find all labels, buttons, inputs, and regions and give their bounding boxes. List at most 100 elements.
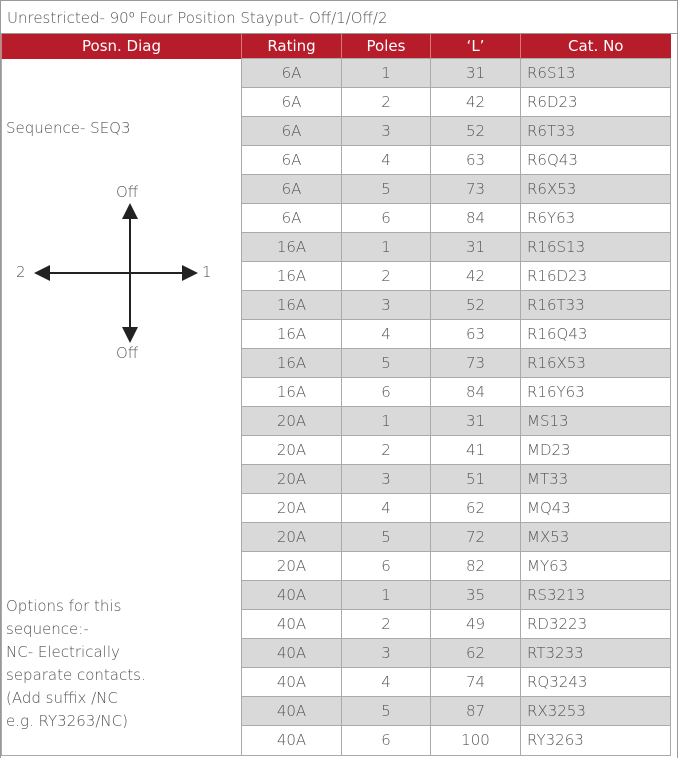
row: 40A 4 74 RQ3243 — [2, 667, 671, 698]
cell: 6A — [241, 203, 342, 234]
sequence-label: Sequence- SEQ3 — [6, 118, 131, 137]
cell: 73 — [430, 174, 521, 205]
cell: MD23 — [520, 435, 671, 466]
row: 6A 6 84 R6Y63 — [2, 203, 671, 234]
cell: 6 — [341, 725, 431, 756]
cell: 40A — [241, 696, 342, 727]
cell: 20A — [241, 406, 342, 437]
cell: 16A — [241, 319, 342, 350]
label-bottom: Off — [116, 343, 139, 362]
cell: R16S13 — [520, 232, 671, 263]
cell: R6D23 — [520, 87, 671, 118]
cell: 6A — [241, 57, 342, 89]
cell: 31 — [430, 406, 521, 437]
cell: 6 — [341, 203, 431, 234]
options-line: NC- Electrically — [6, 642, 120, 661]
cell: 4 — [341, 667, 431, 698]
header-cell: Cat. No — [520, 34, 671, 59]
cell: MS13 — [520, 406, 671, 437]
cell: R16Y63 — [520, 377, 671, 408]
cell: 84 — [430, 203, 521, 234]
row: 16A 5 73 R16X53 — [2, 348, 671, 379]
header-cell: Posn. Diag — [1, 34, 242, 59]
cell: 100 — [430, 725, 521, 756]
header-cell: Rating — [241, 34, 342, 59]
header-cell: ‘L’ — [430, 34, 521, 59]
cell: 40A — [241, 580, 342, 611]
label-right: 1 — [202, 262, 212, 281]
cell: 52 — [430, 116, 521, 147]
cell: MQ43 — [520, 493, 671, 524]
cell: 16A — [241, 377, 342, 408]
cell: 6A — [241, 145, 342, 176]
cell: 49 — [430, 609, 521, 640]
cell: MT33 — [520, 464, 671, 495]
cell: R6X53 — [520, 174, 671, 205]
table: Posn. Diag Rating Poles ‘L’ Cat. No Sequence… — [1, 34, 671, 756]
cell: R16X53 — [520, 348, 671, 379]
row: 40A 3 62 RT3233 — [2, 638, 671, 669]
cell: 52 — [430, 290, 521, 321]
row: 40A 5 87 RX3253 — [2, 696, 671, 727]
cell: 20A — [241, 522, 342, 553]
row: Sequence- SEQ3 Off Off 2 1 Options for this se… — [1, 57, 671, 756]
cell: 20A — [241, 493, 342, 524]
cell: 87 — [430, 696, 521, 727]
header-cell: Poles — [341, 34, 431, 59]
row: 20A 5 72 MX53 — [2, 522, 671, 553]
cell: 5 — [341, 522, 431, 553]
row: 40A 6 100 RY3263 — [2, 725, 671, 756]
row: 6A 3 52 R6T33 — [2, 116, 671, 147]
cell: R6S13 — [520, 57, 671, 89]
header-row: Posn. Diag Rating Poles ‘L’ Cat. No — [1, 34, 671, 59]
row: 16A 6 84 R16Y63 — [2, 377, 671, 408]
cell: 3 — [341, 116, 431, 147]
cell: 84 — [430, 377, 521, 408]
cell: 1 — [341, 232, 431, 263]
cell: 63 — [430, 145, 521, 176]
cell: 62 — [430, 638, 521, 669]
cell: 5 — [341, 174, 431, 205]
arrows — [34, 202, 198, 343]
cell: 40A — [241, 725, 342, 756]
row: 6A 5 73 R6X53 — [2, 174, 671, 205]
cell: 51 — [430, 464, 521, 495]
cell: 31 — [430, 232, 521, 263]
options-line: (Add suffix /NC — [6, 688, 118, 707]
cell: 73 — [430, 348, 521, 379]
cell: 74 — [430, 667, 521, 698]
cell: 1 — [341, 406, 431, 437]
cell: 1 — [341, 57, 431, 89]
cell: 40A — [241, 609, 342, 640]
cell: 6 — [341, 551, 431, 582]
cell: RQ3243 — [520, 667, 671, 698]
cell: 40A — [241, 638, 342, 669]
cell: 16A — [241, 290, 342, 321]
cell: 62 — [430, 493, 521, 524]
cell: RS3213 — [520, 580, 671, 611]
title: Unrestricted- 90⁰ Four Position Stayput-… — [1, 0, 677, 34]
cell: 4 — [341, 145, 431, 176]
row: 20A 6 82 MY63 — [2, 551, 671, 582]
cell: R6T33 — [520, 116, 671, 147]
cell: R6Q43 — [520, 145, 671, 176]
cell: 42 — [430, 87, 521, 118]
options-line: Options for this — [6, 596, 122, 615]
cell: 16A — [241, 348, 342, 379]
cell: 16A — [241, 261, 342, 292]
cell: 6 — [341, 377, 431, 408]
cell: RD3223 — [520, 609, 671, 640]
options-line: sequence:- — [6, 619, 89, 638]
row: 20A 3 51 MT33 — [2, 464, 671, 495]
cell: R16Q43 — [520, 319, 671, 350]
cell: RY3263 — [520, 725, 671, 756]
cell: 2 — [341, 609, 431, 640]
cell: 20A — [241, 464, 342, 495]
cell: 3 — [341, 638, 431, 669]
row: 40A 2 49 RD3223 — [2, 609, 671, 640]
row: 6A 4 63 R6Q43 — [2, 145, 671, 176]
options-line: e.g. RY3263/NC) — [6, 711, 128, 730]
cell: 6A — [241, 116, 342, 147]
cell: 82 — [430, 551, 521, 582]
